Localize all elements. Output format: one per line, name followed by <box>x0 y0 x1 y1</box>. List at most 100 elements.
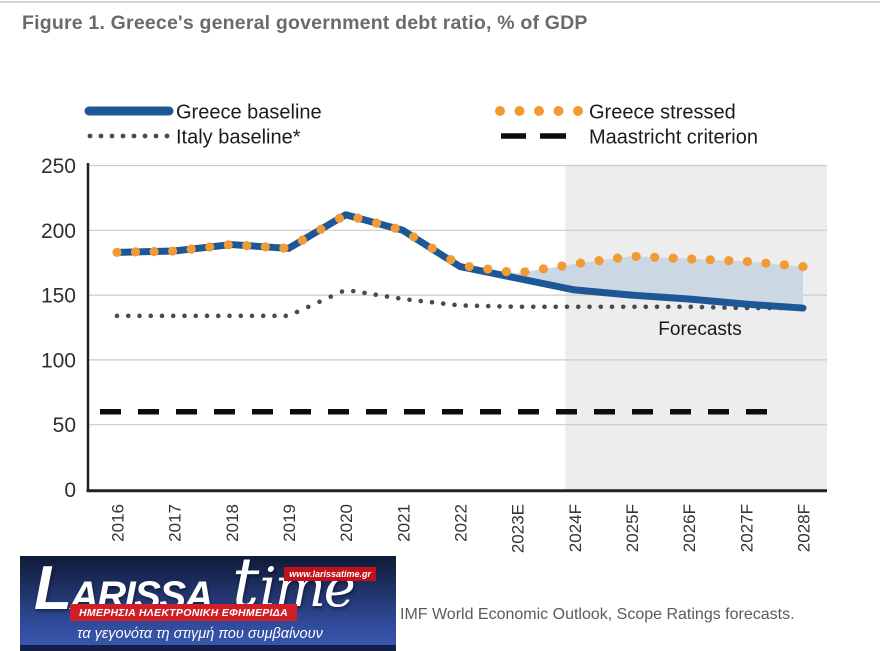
italy-dot <box>440 301 446 306</box>
stressed-dot <box>316 224 326 234</box>
greece-stressed-dots <box>112 213 808 277</box>
x-axis-label: 2024F <box>566 504 585 552</box>
italy-dot <box>677 304 682 310</box>
red-banner: ΗΜΕΡΗΣΙΑ ΗΛΕΚΤΡΟΝΙΚΗ ΕΦΗΜΕΡΙΔΑ <box>70 604 298 621</box>
source-note: IMF World Economic Outlook, Scope Rating… <box>400 606 795 623</box>
tagline: τα γεγονότα τη στιγμή που συμβαίνουν <box>77 626 323 642</box>
x-axis-label: 2028F <box>795 504 814 552</box>
italy-dot <box>407 297 412 303</box>
stressed-dot <box>687 254 697 264</box>
legend-label: Italy baseline* <box>176 127 301 149</box>
stressed-dot <box>520 267 530 277</box>
x-axis-label: 2016 <box>109 504 128 542</box>
italy-dot <box>508 304 514 309</box>
stressed-dot <box>761 258 771 268</box>
legend-swatch-dot <box>164 133 170 139</box>
stressed-dot <box>260 242 270 252</box>
y-axis-label: 250 <box>41 155 76 178</box>
legend-swatch-dot <box>131 133 137 139</box>
stressed-dot <box>501 266 511 277</box>
stressed-dot <box>427 243 437 253</box>
italy-dot <box>587 304 592 310</box>
stressed-dot <box>242 241 252 251</box>
legend-swatch-dot <box>120 133 126 139</box>
italy-dot <box>215 313 221 319</box>
italy-dot <box>609 304 615 310</box>
stressed-dot <box>798 261 808 272</box>
x-axis-label: 2018 <box>223 504 242 542</box>
y-axis-label: 100 <box>41 349 76 372</box>
italy-dot <box>159 313 165 319</box>
italy-dot <box>137 313 142 319</box>
italy-dot <box>710 305 716 310</box>
legend-swatch-dot <box>109 133 115 139</box>
stressed-dot <box>149 246 159 257</box>
stressed-dot <box>742 256 752 267</box>
legend-swatch-dot <box>153 133 159 139</box>
italy-dot <box>373 292 379 297</box>
italy-dot <box>339 289 345 294</box>
italy-dot <box>362 290 367 296</box>
italy-dot <box>530 304 536 310</box>
stressed-dot <box>353 213 363 223</box>
italy-dot <box>272 313 277 319</box>
italy-dot <box>418 298 424 304</box>
legend-label: Greece baseline <box>176 102 322 124</box>
top-divider <box>0 1 880 3</box>
forecast-band <box>565 165 827 490</box>
legend-swatch-dot <box>98 133 104 139</box>
italy-dot <box>429 299 435 305</box>
legend-swatch-dot <box>573 106 583 116</box>
stressed-dot <box>279 243 289 253</box>
italy-dot <box>598 304 604 310</box>
stressed-dot <box>130 247 141 257</box>
stressed-dot <box>705 255 715 265</box>
italy-dot <box>564 304 570 310</box>
italy-dot <box>463 303 469 308</box>
stressed-dot <box>390 223 400 233</box>
stressed-dot <box>112 247 122 257</box>
x-axis-label: 2022 <box>452 504 471 542</box>
stressed-dot <box>409 232 419 242</box>
stressed-dot <box>334 213 345 223</box>
italy-dot <box>643 304 649 310</box>
italy-dot <box>519 304 525 310</box>
italy-dot <box>148 313 154 319</box>
x-axis-label: 2023E <box>509 504 528 553</box>
italy-dot <box>114 313 120 319</box>
stressed-dot <box>650 252 660 262</box>
x-axis-label: 2019 <box>280 504 299 542</box>
url-badge: www.larissatime.gr <box>284 567 376 581</box>
stressed-dot <box>297 235 307 245</box>
x-axis-label: 2026F <box>680 504 699 552</box>
stressed-dot <box>575 258 586 268</box>
italy-dot <box>182 313 187 319</box>
italy-dot <box>350 288 356 294</box>
stressed-dot <box>168 246 178 256</box>
legend-swatch-dot <box>87 133 93 139</box>
legend-swatch-dot <box>495 106 505 116</box>
italy-dot <box>575 304 581 310</box>
stressed-dot <box>724 256 734 266</box>
italy-dot <box>654 304 660 310</box>
italy-dot <box>283 313 289 319</box>
italy-dot <box>204 313 210 319</box>
legend-label: Maastricht criterion <box>589 127 758 149</box>
italy-dot <box>722 305 727 310</box>
x-axis-label: 2021 <box>394 504 413 542</box>
stressed-dot <box>446 255 456 265</box>
legend-label: Greece stressed <box>589 102 736 124</box>
x-axis-label: 2020 <box>337 504 356 542</box>
stressed-dot <box>205 242 215 252</box>
x-axis-label: 2027F <box>737 504 756 552</box>
stressed-dot <box>668 253 678 263</box>
italy-dot <box>170 313 176 319</box>
stressed-dot <box>538 264 549 274</box>
italy-dot <box>620 304 626 310</box>
legend-swatch-dot <box>514 106 525 116</box>
italy-dot <box>485 303 491 309</box>
italy-dot <box>384 294 390 299</box>
italy-dot <box>294 309 300 315</box>
italy-dot <box>317 299 322 305</box>
